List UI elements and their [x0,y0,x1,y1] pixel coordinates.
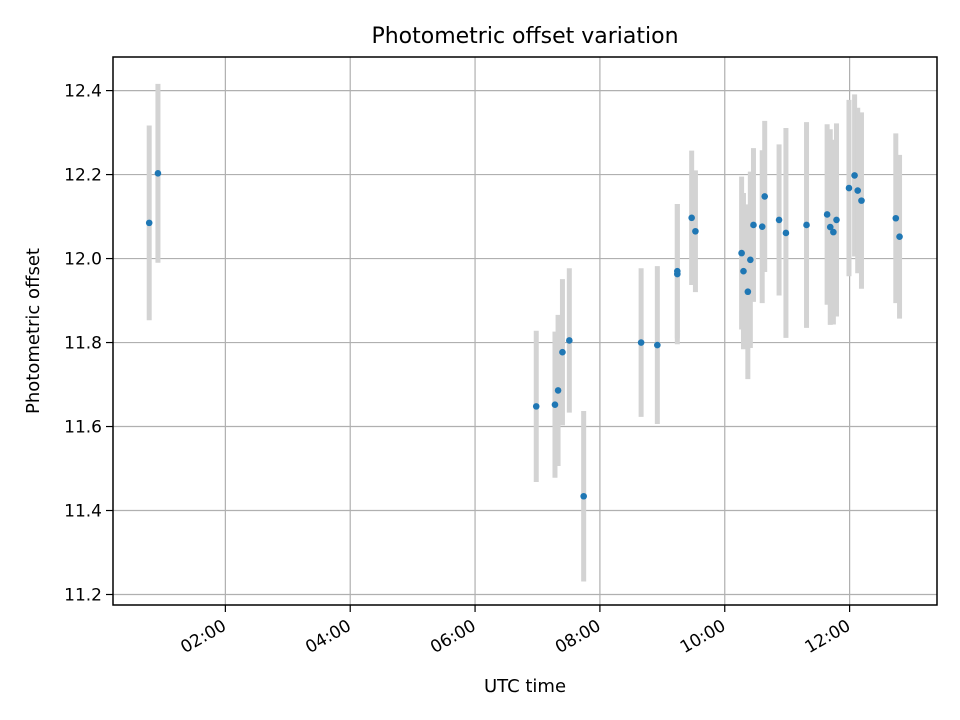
data-point [830,228,837,236]
data-point [803,221,810,229]
data-point [738,249,745,257]
data-point [896,233,903,241]
data-point [833,216,840,224]
data-point [747,256,754,264]
data-point [782,229,790,237]
data-point [145,219,153,227]
data-point [692,227,699,235]
y-tick-label: 11.2 [64,586,102,606]
data-point [580,492,587,500]
y-tick-label: 11.4 [64,502,102,522]
y-axis-label: Photometric offset [23,248,44,414]
data-point [554,387,562,394]
x-axis-label: UTC time [484,676,566,697]
data-point [892,214,900,222]
y-tick-label: 12.4 [64,82,102,102]
data-point [775,216,783,224]
y-tick-label: 11.8 [64,334,102,354]
chart-title: Photometric offset variation [371,24,678,49]
data-point [761,193,769,200]
data-point [654,341,661,349]
data-point [750,221,757,229]
data-point [551,401,559,408]
data-point [154,170,162,177]
data-point [826,223,834,231]
data-point [758,223,766,230]
plot-frame [112,56,938,606]
data-point [532,403,540,410]
data-point [854,187,862,194]
data-point [674,267,681,275]
data-point [744,288,752,296]
data-point [845,184,853,192]
data-point [851,172,858,179]
data-point [858,197,865,204]
point-layer [145,170,903,500]
data-point [823,211,831,218]
data-point [559,348,566,356]
data-point [566,337,573,344]
data-point [688,214,695,222]
y-tick-label: 12.0 [64,250,102,270]
data-point [637,339,645,346]
y-tick-label: 11.6 [64,418,102,438]
data-point [740,267,747,275]
y-tick-label: 12.2 [64,166,102,186]
